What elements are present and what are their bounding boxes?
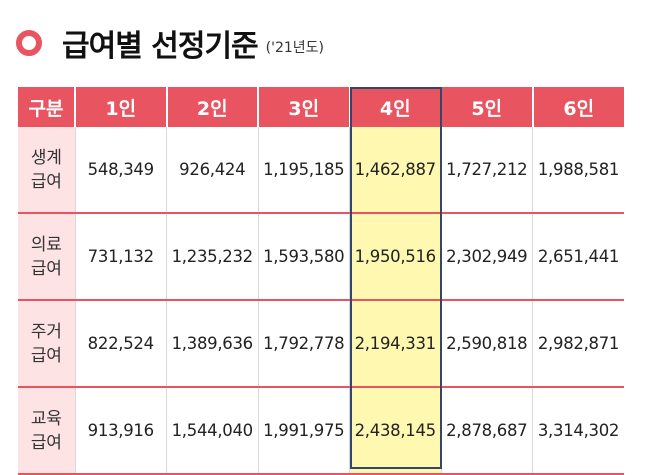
- table-cell: 822,524: [75, 300, 167, 388]
- category-line-1: 교육: [30, 408, 62, 429]
- table-cell: 913,916: [75, 387, 167, 475]
- table-cell: 1,727,212: [441, 127, 533, 214]
- table-cell-highlighted: 1,950,516: [349, 213, 442, 301]
- table-cell: 2,878,687: [441, 387, 533, 475]
- table-cell: 731,132: [75, 213, 167, 301]
- table-cell-highlighted: 2,194,331: [349, 300, 442, 388]
- category-line-1: 주거: [30, 321, 62, 342]
- column-header-3-person: 3인: [258, 87, 351, 127]
- table-cell: 1,544,040: [166, 387, 259, 475]
- page-subtitle: ('21년도): [265, 40, 325, 56]
- category-line-2: 급여: [30, 432, 62, 453]
- category-line-2: 급여: [30, 258, 62, 279]
- table-cell: 1,235,232: [166, 213, 259, 301]
- table-cell: 1,792,778: [258, 300, 350, 388]
- table-cell: 1,389,636: [166, 300, 259, 388]
- category-line-2: 급여: [30, 171, 62, 192]
- column-header-category: 구분: [18, 87, 76, 127]
- table-cell: 548,349: [75, 127, 167, 214]
- column-header-1-person: 1인: [75, 87, 168, 127]
- table-cell: 2,651,441: [532, 213, 624, 301]
- table-cell-highlighted: 2,438,145: [349, 387, 442, 475]
- category-line-2: 급여: [30, 345, 62, 366]
- table-cell: 1,988,581: [532, 127, 624, 214]
- table-cell: 2,982,871: [532, 300, 624, 388]
- ring-bullet-icon: [16, 30, 42, 56]
- table-cell-highlighted: 1,462,887: [349, 127, 442, 214]
- table-header-row: 구분 1인 2인 3인 4인 5인 6인: [18, 87, 624, 127]
- column-header-4-person: 4인: [349, 87, 442, 127]
- category-line-1: 생계: [30, 147, 62, 168]
- table-cell: 1,195,185: [258, 127, 350, 214]
- table-cell: 1,593,580: [258, 213, 350, 301]
- table-cell: 2,302,949: [441, 213, 533, 301]
- page-title: 급여별 선정기준: [62, 29, 259, 64]
- title-row: 급여별 선정기준 ('21년도): [16, 18, 324, 68]
- table-cell: 3,314,302: [532, 387, 624, 475]
- column-header-6-person: 6인: [532, 87, 624, 127]
- table-cell: 1,991,975: [258, 387, 350, 475]
- category-line-1: 의료: [30, 234, 62, 255]
- table-cell: 926,424: [166, 127, 259, 214]
- column-header-5-person: 5인: [441, 87, 534, 127]
- table-cell: 2,590,818: [441, 300, 533, 388]
- column-header-2-person: 2인: [166, 87, 259, 127]
